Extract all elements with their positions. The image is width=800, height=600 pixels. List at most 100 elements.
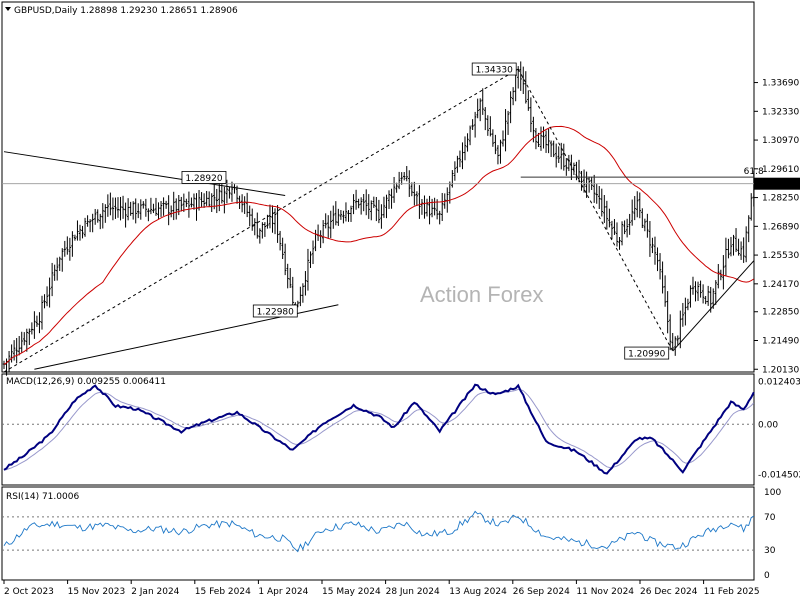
price-bar	[598, 186, 601, 209]
price-bar	[438, 210, 441, 225]
price-bar	[453, 161, 457, 181]
price-bar	[263, 222, 267, 237]
price-bar	[491, 129, 495, 147]
price-bar	[86, 215, 89, 227]
x-tick-label: 15 Feb 2024	[195, 587, 251, 597]
price-bar	[466, 133, 469, 152]
price-bar	[727, 238, 730, 259]
price-tick-label: 1.21490	[762, 336, 799, 346]
price-bar	[157, 202, 160, 219]
price-bar	[504, 109, 507, 152]
price-bar	[666, 291, 669, 334]
price-bar	[380, 204, 383, 229]
price-bar	[405, 166, 408, 182]
price-bar	[641, 208, 644, 229]
menu-triangle-icon	[5, 7, 11, 11]
price-bar	[40, 295, 44, 330]
label-1.20990: 1.20990	[628, 350, 665, 360]
price-bar	[524, 71, 527, 104]
price-bar	[33, 311, 36, 339]
price-bar	[180, 196, 183, 212]
price-bar	[367, 194, 370, 219]
price-bar	[73, 234, 77, 241]
price-bar	[240, 194, 244, 213]
macd-panel-frame	[1, 373, 755, 486]
price-bar	[428, 195, 431, 225]
price-bar	[332, 205, 335, 229]
label-1.20990-box	[624, 346, 670, 360]
price-bar	[544, 130, 548, 153]
price-bar	[207, 191, 211, 208]
price-bar	[481, 88, 484, 115]
price-bar	[750, 193, 753, 221]
price-bar	[365, 189, 368, 216]
price-bar	[76, 220, 79, 241]
price-bar	[565, 158, 568, 176]
price-bar	[162, 197, 165, 216]
price-bar	[23, 332, 26, 346]
price-bar	[580, 170, 583, 191]
price-bar	[479, 98, 482, 122]
x-tick-label: 11 Nov 2024	[576, 587, 634, 597]
price-bar	[126, 198, 130, 221]
price-bar	[321, 220, 325, 244]
price-bar	[701, 284, 705, 304]
price-bar	[587, 176, 591, 193]
rsi-tick-label: 30	[764, 546, 776, 556]
price-bar	[656, 247, 659, 272]
price-bar	[271, 205, 274, 233]
price-bar	[699, 280, 702, 298]
price-bar	[190, 197, 193, 208]
price-bar	[620, 221, 624, 246]
price-bar	[451, 170, 454, 188]
price-bar	[539, 126, 543, 151]
price-bar	[585, 171, 588, 198]
price-bar	[549, 140, 553, 157]
price-bar	[529, 97, 533, 133]
x-tick-label: 11 Feb 2025	[704, 587, 760, 597]
price-bar	[643, 218, 647, 232]
rsi-tick-label: 100	[764, 488, 781, 498]
price-bar	[441, 192, 444, 221]
price-bar	[674, 336, 677, 356]
price-bar	[253, 218, 256, 236]
price-bar	[420, 199, 424, 215]
upper-trendline	[3, 151, 286, 196]
price-bar	[458, 150, 462, 168]
price-bar	[668, 314, 672, 351]
macd-tick-label: -0.014502	[758, 471, 800, 481]
price-bar	[139, 199, 142, 220]
price-bar	[185, 198, 188, 208]
price-bar	[258, 228, 262, 244]
price-bar	[281, 237, 284, 259]
price-bar	[83, 217, 87, 237]
price-bar	[342, 210, 345, 224]
price-bar	[684, 297, 687, 326]
price-bar	[557, 146, 560, 163]
price-tick-label: 1.24170	[762, 280, 799, 290]
price-bar	[175, 198, 178, 220]
price-bar	[10, 344, 13, 363]
price-tick-label: 1.32330	[762, 107, 799, 117]
price-bar	[375, 197, 378, 222]
price-bar	[395, 182, 398, 193]
price-tick-label: 1.30970	[762, 136, 799, 146]
price-bar	[747, 215, 750, 243]
price-tick-label: 1.28250	[762, 194, 799, 204]
price-bar	[613, 219, 616, 235]
price-bar	[337, 208, 340, 226]
watermark: Action Forex	[420, 282, 544, 307]
price-bar	[71, 231, 74, 257]
price-bar	[134, 198, 137, 224]
price-bar	[88, 219, 92, 233]
price-tick-label: 1.20130	[762, 365, 799, 375]
price-bar	[131, 201, 135, 220]
x-tick-label: 15 May 2024	[322, 587, 381, 597]
price-bar	[468, 125, 472, 146]
price-bar	[592, 174, 596, 203]
price-bar	[537, 132, 540, 147]
price-bar	[744, 226, 748, 263]
x-tick-label: 2 Jan 2024	[131, 587, 179, 597]
price-bar	[552, 140, 555, 158]
